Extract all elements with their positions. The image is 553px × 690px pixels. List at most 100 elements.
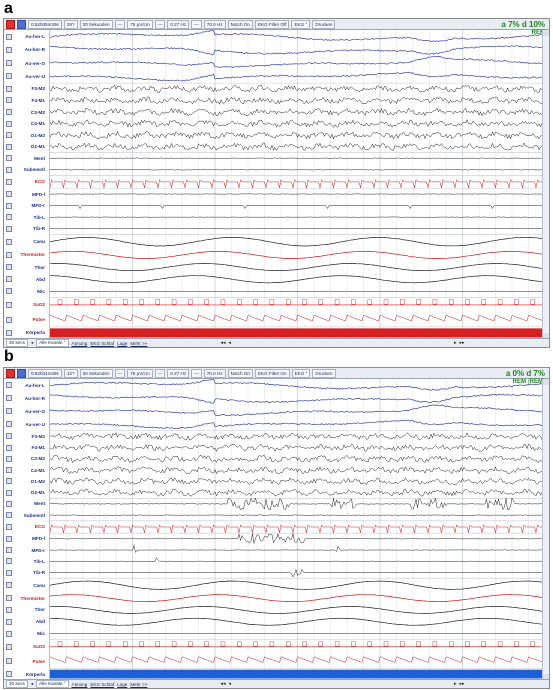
- vertical-scrollbar[interactable]: [542, 379, 549, 680]
- timebase-select[interactable]: 30 Sekunden: [79, 368, 113, 378]
- scroll-up-arrow[interactable]: [543, 30, 549, 36]
- channel-label-au-hor-l[interactable]: Au-hor-L: [4, 379, 48, 392]
- channel-checkbox[interactable]: [6, 33, 12, 40]
- lowpass-decrease-button[interactable]: —: [191, 368, 202, 378]
- channel-label-f3-m2[interactable]: F3-M2: [4, 431, 48, 442]
- channel-label-au-ver-o[interactable]: Au-ver-O: [4, 57, 48, 70]
- channel-checkbox[interactable]: [6, 500, 12, 507]
- channel-checkbox[interactable]: [6, 225, 12, 232]
- channel-checkbox[interactable]: [6, 433, 12, 440]
- print-button[interactable]: Drucken: [312, 368, 336, 378]
- epoch-number[interactable]: 29?: [63, 19, 78, 29]
- fast-forward-icon[interactable]: ▸▸: [459, 681, 465, 687]
- record-icon[interactable]: [6, 19, 15, 29]
- channel-label-tib-l[interactable]: Tib-L: [4, 211, 48, 223]
- channel-checkbox[interactable]: [6, 606, 12, 613]
- channel-label-thermistor[interactable]: Thermistor: [4, 249, 48, 261]
- channel-label-sao2[interactable]: SaO2: [4, 297, 48, 312]
- channel-label-submentl[interactable]: Submentl: [4, 510, 48, 521]
- montage-link-mehr[interactable]: Mehr >>: [130, 340, 148, 346]
- ekg-dropdown[interactable]: EKG °: [291, 368, 311, 378]
- channel-label-au-hor-r[interactable]: Au-hor-R: [4, 392, 48, 405]
- montage-link-ekg-schlaf[interactable]: EKG Schlaf: [90, 681, 115, 687]
- channel-checkbox[interactable]: [6, 288, 12, 295]
- prev-icon[interactable]: ◂: [228, 681, 231, 687]
- panel-b-signal-area[interactable]: [49, 379, 545, 680]
- screen-icon[interactable]: [17, 368, 26, 378]
- channel-label-thor[interactable]: Thor: [4, 604, 48, 616]
- channel-label-o1-m2[interactable]: O1-M2: [4, 476, 48, 487]
- scroll-up-arrow[interactable]: [543, 379, 549, 385]
- channel-checkbox[interactable]: [6, 301, 12, 308]
- channel-label-c4-m1[interactable]: C4-M1: [4, 118, 48, 130]
- ekg-filter-button[interactable]: EKG Filter Off: [254, 19, 290, 29]
- highpass-select[interactable]: 0.27 Hz: [167, 368, 190, 378]
- channel-label-tib-r[interactable]: Tib-R: [4, 223, 48, 235]
- channel-checkbox[interactable]: [6, 46, 12, 53]
- channel-label-tib-l[interactable]: Tib-L: [4, 556, 48, 567]
- channel-label-au-hor-r[interactable]: Au-hor-R: [4, 43, 48, 56]
- channel-label-mfd-l[interactable]: MFD-l: [4, 533, 48, 544]
- channel-label-ment[interactable]: Ment: [4, 152, 48, 164]
- montage-link-lage[interactable]: Lage: [117, 340, 128, 346]
- montage-link-atmung[interactable]: Atmung: [71, 681, 88, 687]
- scroll-left-icon[interactable]: ◂: [30, 681, 34, 686]
- time-position[interactable]: 0:52h04m39s: [28, 368, 62, 378]
- sensitivity-select[interactable]: 75 µV/cm: [127, 368, 153, 378]
- fast-forward-icon[interactable]: ▸▸: [459, 340, 465, 346]
- channel-checkbox[interactable]: [6, 535, 12, 542]
- channel-checkbox[interactable]: [6, 547, 12, 554]
- next-icon[interactable]: ▸: [454, 340, 457, 346]
- epoch-length-select[interactable]: 30 secs: [6, 339, 28, 347]
- channel-label-f4-m1[interactable]: F4-M1: [4, 442, 48, 453]
- channel-label-f3-m2[interactable]: F3-M2: [4, 83, 48, 95]
- sensitivity-select[interactable]: 75 µV/cm: [127, 19, 153, 29]
- lowpass-select[interactable]: 70.0 Hz: [203, 368, 226, 378]
- channel-label-au-ver-u[interactable]: Au-ver-U: [4, 70, 48, 83]
- channel-checkbox[interactable]: [6, 97, 12, 104]
- vertical-scrollbar[interactable]: [542, 30, 549, 339]
- channel-label-ecg[interactable]: ECG: [4, 521, 48, 533]
- channel-checkbox[interactable]: [6, 191, 12, 198]
- montage-link-atmung[interactable]: Atmung: [71, 340, 88, 346]
- channel-checkbox[interactable]: [6, 143, 12, 150]
- channel-label-abd[interactable]: Abd: [4, 616, 48, 628]
- all-channels-select[interactable]: Alle Kanäle °: [36, 680, 69, 688]
- channel-checkbox[interactable]: [6, 60, 12, 67]
- epoch-number[interactable]: 12?: [63, 368, 78, 378]
- channel-label-canu[interactable]: Canu: [4, 234, 48, 248]
- channel-label-tib-r[interactable]: Tib-R: [4, 567, 48, 578]
- channel-label-au-ver-o[interactable]: Au-ver-O: [4, 405, 48, 418]
- highpass-decrease-button[interactable]: —: [154, 19, 166, 29]
- channel-label-ment[interactable]: Ment: [4, 498, 48, 509]
- scroll-down-arrow[interactable]: [543, 674, 549, 680]
- channel-label-c3-m2[interactable]: C3-M2: [4, 106, 48, 118]
- channel-checkbox[interactable]: [6, 643, 12, 650]
- timebase-select[interactable]: 30 Sekunden: [79, 19, 113, 29]
- channel-checkbox[interactable]: [6, 382, 12, 389]
- channel-checkbox[interactable]: [6, 264, 12, 271]
- next-icon[interactable]: ▸: [454, 681, 457, 687]
- montage-link-lage[interactable]: Lage: [117, 681, 128, 687]
- time-position[interactable]: 0:52h05m39s: [28, 19, 62, 29]
- channel-label-c4-m1[interactable]: C4-M1: [4, 465, 48, 476]
- channel-label-thor[interactable]: Thor: [4, 261, 48, 273]
- channel-label-o2-m1[interactable]: O2-M1: [4, 141, 48, 153]
- channel-label-o2-m1[interactable]: O2-M1: [4, 487, 48, 498]
- channel-checkbox[interactable]: [6, 85, 12, 92]
- scroll-down-arrow[interactable]: [543, 333, 549, 339]
- channel-label-mfd-l[interactable]: MFD-l: [4, 188, 48, 200]
- channel-checkbox[interactable]: [6, 478, 12, 485]
- channel-label-canu[interactable]: Canu: [4, 578, 48, 592]
- channel-label-mic[interactable]: Mic: [4, 285, 48, 297]
- lowpass-select[interactable]: 70.0 Hz: [203, 19, 226, 29]
- channel-label-au-ver-u[interactable]: Au-ver-U: [4, 418, 48, 431]
- prev-icon[interactable]: ◂: [228, 340, 231, 346]
- channel-checkbox[interactable]: [6, 276, 12, 283]
- channel-checkbox[interactable]: [6, 238, 12, 245]
- highpass-decrease-button[interactable]: —: [154, 368, 166, 378]
- channel-label-mfd-r[interactable]: MFD-r: [4, 544, 48, 555]
- channel-checkbox[interactable]: [6, 155, 12, 162]
- channel-label-k-rperla[interactable]: Körperla: [4, 327, 48, 339]
- notch-button[interactable]: Notch On: [227, 368, 253, 378]
